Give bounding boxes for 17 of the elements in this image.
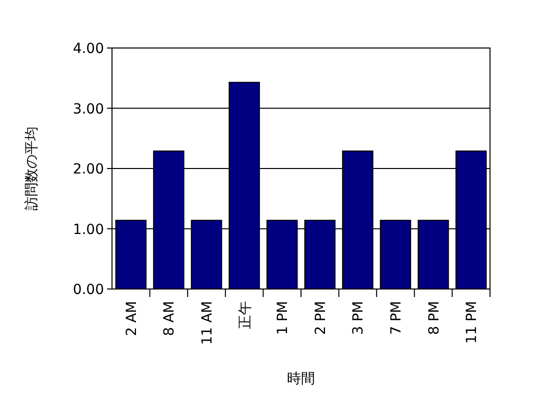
y-tick-label: 1.00: [72, 222, 104, 238]
y-tick-label: 3.00: [72, 101, 104, 118]
x-tick-label: 8 AM: [162, 301, 178, 336]
x-axis-title: 時間: [287, 371, 315, 387]
x-tick-label: 正午: [237, 301, 254, 329]
x-tick-label: 2 PM: [312, 301, 329, 335]
x-tick-label: 3 PM: [350, 301, 367, 335]
x-tick-label: 7 PM: [388, 301, 404, 335]
y-tick-label: 2.00: [72, 162, 104, 178]
x-tick-label: 8 PM: [426, 301, 442, 335]
x-tick-label: 2 AM: [124, 301, 140, 336]
x-tick-label: 1 PM: [275, 301, 292, 335]
y-tick-label: 4.00: [72, 41, 104, 57]
y-tick-label: 0.00: [72, 282, 104, 298]
x-tick-label: 11 PM: [464, 301, 480, 344]
y-axis-title: 訪問数の平均: [24, 126, 40, 210]
x-tick-label: 11 AM: [200, 301, 216, 345]
